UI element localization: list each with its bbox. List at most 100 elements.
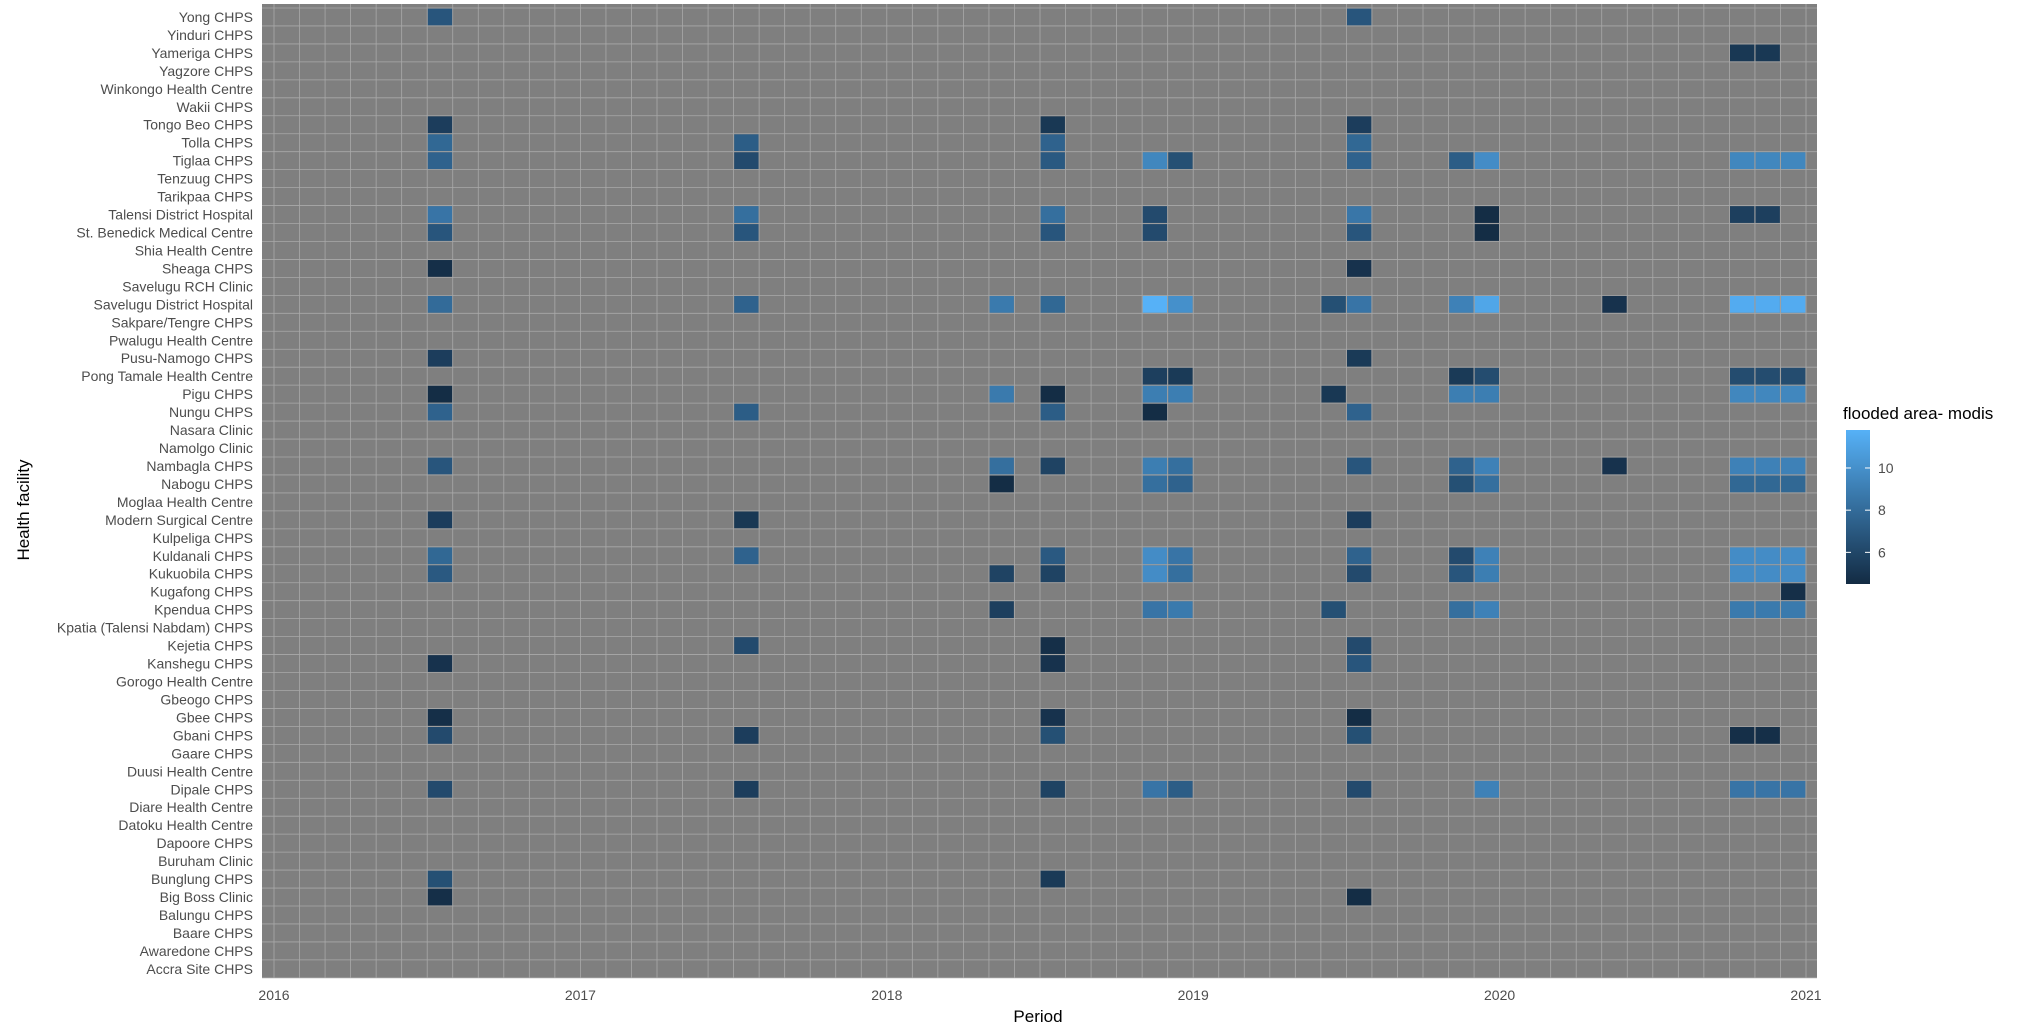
heatmap-cell xyxy=(1040,870,1065,888)
heatmap-cell xyxy=(1474,547,1499,565)
heatmap-cell xyxy=(1040,780,1065,798)
heatmap-cell xyxy=(1347,224,1372,241)
heatmap-cell xyxy=(1474,780,1499,798)
heatmap-cell xyxy=(427,565,453,583)
heatmap-cell xyxy=(1040,727,1065,744)
y-tick-label: Yagzore CHPS xyxy=(159,63,253,79)
heatmap-cell xyxy=(989,385,1014,403)
heatmap-cell xyxy=(1449,601,1474,619)
heatmap-cell xyxy=(427,511,453,529)
y-tick-label: Tiglaa CHPS xyxy=(173,153,253,169)
heatmap-cell xyxy=(1040,116,1065,134)
heatmap-cell xyxy=(1449,152,1474,170)
heatmap-cell xyxy=(1347,637,1372,654)
y-tick-label: Datoku Health Centre xyxy=(118,817,253,833)
heatmap-cell xyxy=(1449,367,1474,385)
heatmap-cell xyxy=(1781,601,1806,619)
heatmap-cell xyxy=(1040,637,1065,654)
plot-panel-background xyxy=(262,4,1817,978)
heatmap-cell xyxy=(734,295,759,313)
heatmap-cell xyxy=(1781,152,1806,170)
y-tick-label: Kukuobila CHPS xyxy=(149,566,253,582)
y-tick-label: Savelugu District Hospital xyxy=(93,296,253,312)
y-tick-label: Yong CHPS xyxy=(179,9,253,25)
legend-tick-label: 10 xyxy=(1878,460,1894,476)
heatmap-cell xyxy=(1755,152,1780,170)
y-tick-label: Balungu CHPS xyxy=(159,907,253,923)
heatmap-cell xyxy=(1781,385,1806,403)
y-tick-label: Buruham Clinic xyxy=(158,853,253,869)
y-tick-label: Nasara Clinic xyxy=(170,422,253,438)
heatmap-cell xyxy=(1755,565,1780,583)
y-tick-label: Gbee CHPS xyxy=(176,709,253,725)
heatmap-cell xyxy=(427,780,453,798)
heatmap-cell xyxy=(427,116,453,134)
heatmap-cell xyxy=(427,403,453,421)
heatmap-cell xyxy=(1142,601,1168,619)
y-tick-label: Duusi Health Centre xyxy=(127,763,253,779)
heatmap-cell xyxy=(1168,367,1193,385)
heatmap-cell xyxy=(1781,565,1806,583)
y-tick-label: Gbeogo CHPS xyxy=(160,691,253,707)
heatmap-cell xyxy=(1449,457,1474,475)
heatmap-cell xyxy=(1474,385,1499,403)
y-tick-label: Kulpeliga CHPS xyxy=(153,530,253,546)
legend-colorbar xyxy=(1846,430,1870,584)
heatmap-cell xyxy=(1755,457,1780,475)
y-tick-label: Talensi District Hospital xyxy=(108,207,253,223)
y-tick-label: Savelugu RCH Clinic xyxy=(122,278,253,294)
heatmap-cell xyxy=(1347,116,1372,134)
heatmap-cell xyxy=(1730,547,1755,565)
heatmap-cell xyxy=(734,152,759,170)
heatmap-cell xyxy=(1602,457,1627,475)
heatmap-cell xyxy=(1755,727,1780,744)
heatmap-cell xyxy=(427,888,453,906)
heatmap-cell xyxy=(1142,565,1168,583)
y-tick-label: St. Benedick Medical Centre xyxy=(76,225,253,241)
heatmap-cell xyxy=(1142,475,1168,493)
y-tick-label: Bunglung CHPS xyxy=(151,871,253,887)
heatmap-cell xyxy=(1168,457,1193,475)
heatmap-cell xyxy=(1168,385,1193,403)
y-tick-label: Shia Health Centre xyxy=(135,242,254,258)
heatmap-cell xyxy=(734,780,759,798)
heatmap-cell xyxy=(1730,44,1755,62)
y-tick-label: Dipale CHPS xyxy=(171,781,253,797)
heatmap-cell xyxy=(1142,206,1168,223)
heatmap-cell xyxy=(1730,206,1755,223)
legend-title: flooded area- modis xyxy=(1843,404,1993,423)
heatmap-cell xyxy=(1781,457,1806,475)
heatmap-cell xyxy=(1730,367,1755,385)
y-tick-label: Big Boss Clinic xyxy=(160,889,253,905)
heatmap-cell xyxy=(1347,8,1372,26)
heatmap-cell xyxy=(1040,385,1065,403)
heatmap-cell xyxy=(1449,547,1474,565)
legend-tick-label: 6 xyxy=(1878,544,1886,560)
y-tick-label: Dapoore CHPS xyxy=(157,835,254,851)
heatmap-cell xyxy=(1168,601,1193,619)
heatmap-cell xyxy=(427,224,453,241)
heatmap-cell xyxy=(734,547,759,565)
heatmap-cell xyxy=(1168,780,1193,798)
heatmap-cell xyxy=(1730,457,1755,475)
heatmap-cell xyxy=(1347,888,1372,906)
heatmap-cell xyxy=(1142,152,1168,170)
y-tick-label: Awaredone CHPS xyxy=(140,943,253,959)
heatmap-cell xyxy=(1347,295,1372,313)
y-tick-label: Kejetia CHPS xyxy=(167,638,253,654)
y-tick-label: Tolla CHPS xyxy=(181,135,253,151)
heatmap-cell xyxy=(1347,655,1372,672)
heatmap-cell xyxy=(1730,152,1755,170)
heatmap-cell xyxy=(1142,457,1168,475)
x-tick-label: 2020 xyxy=(1484,987,1515,1003)
heatmap-cell xyxy=(1755,601,1780,619)
heatmap-cell xyxy=(1474,224,1499,241)
heatmap-cell xyxy=(1040,457,1065,475)
heatmap-cell xyxy=(1781,547,1806,565)
heatmap-cell xyxy=(1730,475,1755,493)
heatmap-cell xyxy=(1347,206,1372,223)
heatmap-cell xyxy=(1040,134,1065,152)
heatmap-cell xyxy=(427,206,453,223)
x-tick-label: 2016 xyxy=(258,987,289,1003)
y-tick-label: Kuldanali CHPS xyxy=(153,548,253,564)
